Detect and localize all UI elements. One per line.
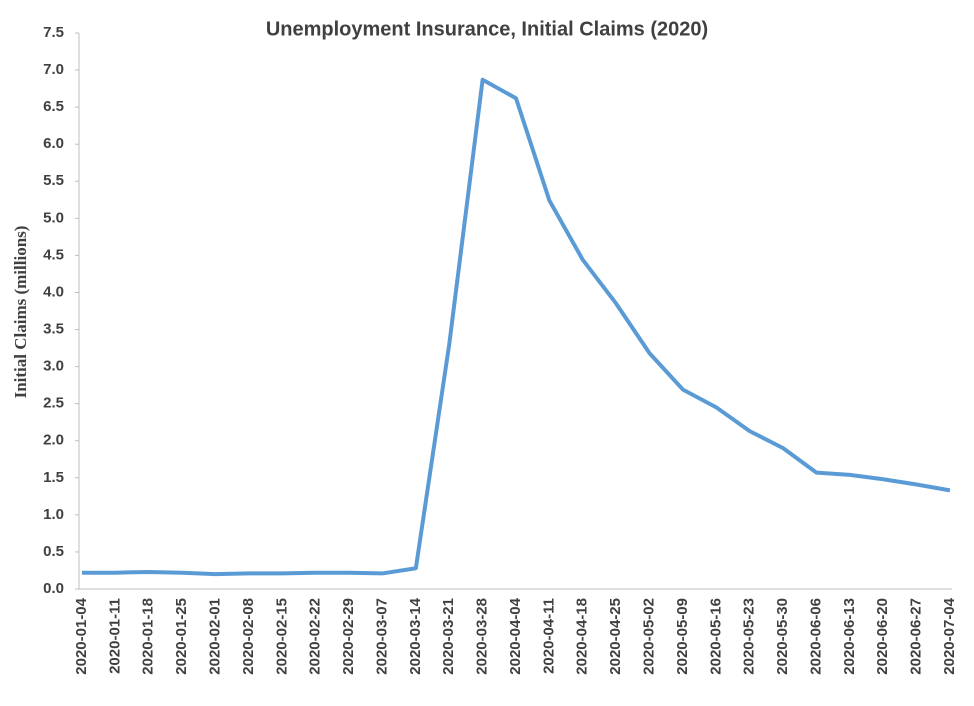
x-tick-label: 2020-06-13 — [841, 598, 858, 675]
y-tick-label: 0.0 — [43, 580, 64, 597]
x-tick-label: 2020-07-04 — [941, 597, 958, 674]
y-tick-label: 6.0 — [43, 135, 64, 152]
y-tick-label: 5.5 — [43, 172, 64, 189]
y-tick-label: 0.5 — [43, 543, 64, 560]
y-tick-label: 4.0 — [43, 283, 64, 300]
x-tick-label: 2020-02-08 — [240, 598, 257, 675]
x-tick-label: 2020-05-23 — [741, 598, 758, 675]
y-tick-label: 7.5 — [43, 24, 64, 41]
x-tick-label: 2020-01-25 — [173, 598, 190, 675]
y-tick-label: 3.0 — [43, 358, 64, 375]
x-tick-label: 2020-02-01 — [207, 598, 224, 675]
y-axis-title: Initial Claims (millions) — [11, 226, 30, 399]
x-tick-label: 2020-04-04 — [507, 597, 524, 674]
x-tick-label: 2020-01-11 — [106, 598, 123, 674]
y-tick-label: 7.0 — [43, 61, 64, 78]
y-tick-label: 4.5 — [43, 246, 64, 263]
x-tick-label: 2020-03-14 — [407, 597, 424, 674]
x-tick-label: 2020-02-29 — [340, 598, 357, 675]
x-tick-label: 2020-01-04 — [73, 597, 90, 674]
x-tick-label: 2020-03-28 — [474, 598, 491, 675]
x-tick-label: 2020-04-11 — [540, 598, 557, 674]
y-tick-label: 2.0 — [43, 432, 64, 449]
y-tick-label: 2.5 — [43, 395, 64, 412]
x-tick-label: 2020-03-07 — [373, 598, 390, 675]
x-tick-label: 2020-03-21 — [440, 598, 457, 675]
y-tick-label: 6.5 — [43, 98, 64, 115]
x-tick-label: 2020-02-15 — [273, 598, 290, 675]
x-tick-label: 2020-06-06 — [807, 598, 824, 675]
x-tick-label: 2020-05-16 — [707, 598, 724, 675]
x-tick-label: 2020-04-18 — [574, 598, 591, 675]
x-tick-label: 2020-06-20 — [874, 598, 891, 675]
x-tick-label: 2020-05-30 — [774, 598, 791, 675]
x-tick-label: 2020-02-22 — [307, 598, 324, 675]
y-tick-label: 1.5 — [43, 469, 64, 486]
y-tick-label: 1.0 — [43, 506, 64, 523]
x-tick-label: 2020-01-18 — [140, 598, 157, 675]
x-tick-label: 2020-05-09 — [674, 598, 691, 675]
x-tick-label: 2020-04-25 — [607, 598, 624, 675]
x-tick-label: 2020-06-27 — [908, 598, 925, 675]
x-tick-label: 2020-05-02 — [641, 598, 658, 675]
chart-title: Unemployment Insurance, Initial Claims (… — [266, 18, 708, 40]
y-tick-label: 3.5 — [43, 321, 64, 338]
data-line — [82, 77, 951, 577]
y-tick-label: 5.0 — [43, 209, 64, 226]
